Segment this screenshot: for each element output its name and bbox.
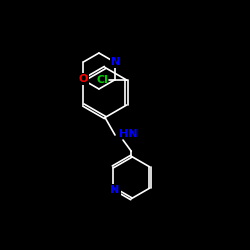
Text: N: N bbox=[110, 185, 120, 195]
Text: N: N bbox=[111, 57, 120, 67]
Text: HN: HN bbox=[119, 129, 137, 139]
Text: O: O bbox=[79, 74, 88, 84]
Text: Cl: Cl bbox=[96, 75, 108, 85]
